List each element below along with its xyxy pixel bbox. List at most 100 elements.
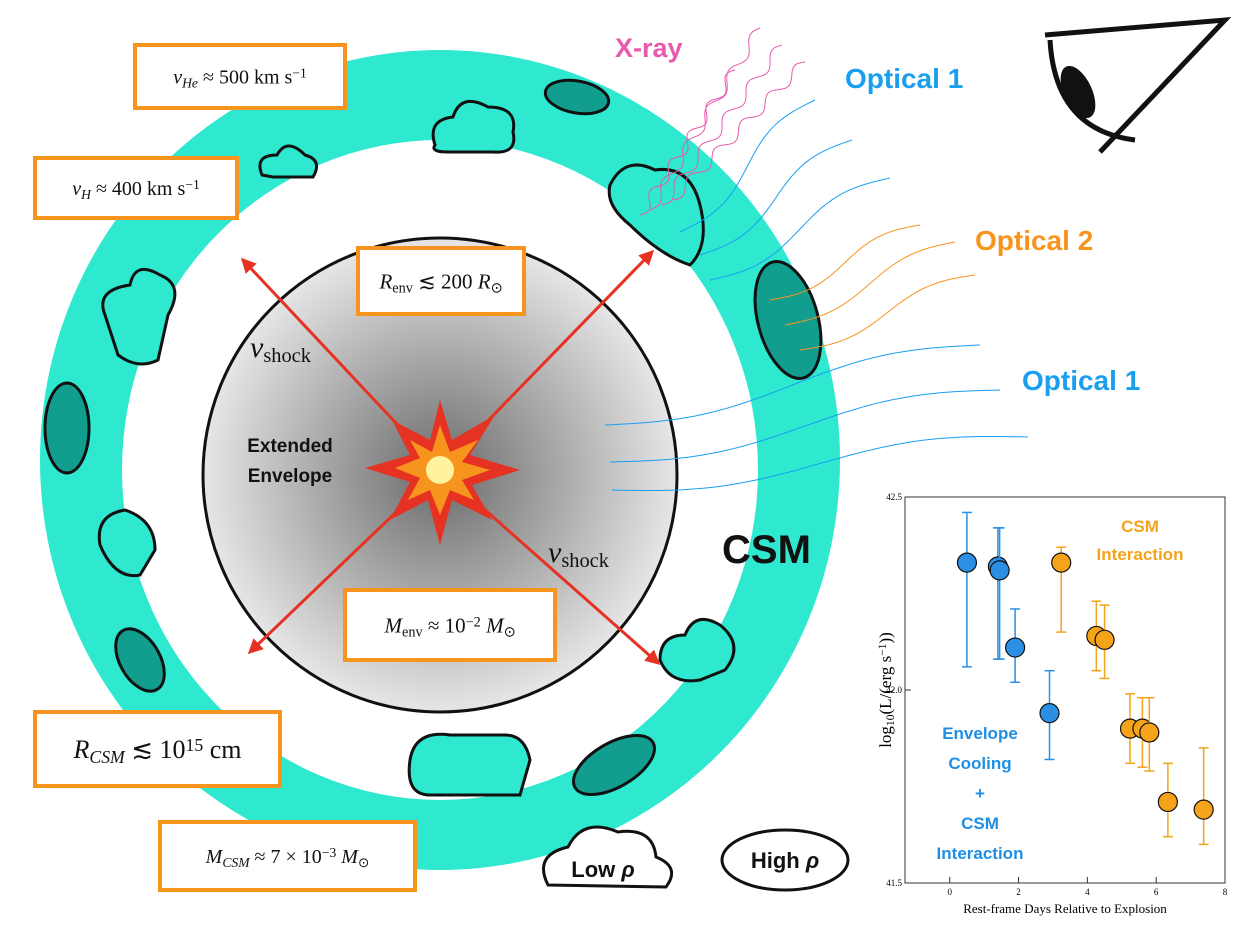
chart-annotation: Interaction: [1097, 545, 1184, 564]
text-part: log: [876, 726, 895, 748]
text-part: env: [392, 280, 413, 296]
legend-cloud: [542, 825, 674, 889]
light-arrow: [699, 139, 853, 256]
data-point: [989, 560, 1010, 581]
parameter-text: vH ≈ 400 km s−1: [72, 177, 200, 201]
chart-annotation: Interaction: [937, 844, 1024, 863]
text-part: ≈ 7 × 10: [250, 846, 322, 868]
text-part: R: [477, 269, 491, 293]
data-point: [1005, 637, 1026, 658]
explosion: [365, 400, 520, 545]
csm-clumps: [43, 78, 823, 797]
text-part: ρ: [805, 848, 819, 873]
text-part: −2: [466, 615, 481, 631]
text-part: ≈ 400 km s: [91, 178, 186, 200]
text-part: shock: [263, 345, 311, 367]
text-part: H: [80, 187, 92, 202]
text-part: (L/(erg s: [876, 656, 895, 715]
y-tick-label: 42.5: [886, 492, 902, 502]
text-part: R: [378, 269, 392, 293]
light-arrow: [769, 224, 921, 301]
data-point: [1157, 791, 1178, 813]
data-point: [956, 552, 978, 573]
x-axis-label: Rest-frame Days Relative to Explosion: [963, 901, 1167, 916]
light-arrow: [609, 389, 1001, 463]
data-point: [1051, 552, 1072, 573]
light-arrow: [604, 344, 981, 426]
light-arrow: [679, 99, 816, 233]
text-part: ⊙: [504, 624, 516, 640]
parameter-box: [343, 588, 557, 662]
y-tick-label: 41.5: [886, 878, 902, 888]
text-part: M: [481, 613, 505, 637]
text-part: M: [383, 613, 403, 637]
parameter-box: [356, 246, 526, 316]
text-part: −1: [185, 177, 199, 192]
light-arrow: [799, 274, 976, 351]
chart-annotation: Cooling: [948, 754, 1011, 773]
optical-label: Optical 1: [1022, 365, 1140, 396]
light-arrow: [784, 241, 956, 326]
text-part: env: [402, 624, 423, 640]
envelope-label: Extended: [247, 436, 333, 457]
parameter-text: Renv ≲ 200 R⊙: [378, 269, 502, 296]
text-part: CSM: [89, 747, 126, 767]
text-part: ⊙: [491, 280, 503, 296]
legend-label: Low ρ: [571, 857, 634, 882]
text-part: −1: [876, 643, 889, 656]
data-point: [1039, 703, 1060, 724]
optical-label: Optical 1: [845, 63, 963, 94]
text-part: −3: [322, 845, 337, 860]
text-part: ≈ 500 km s: [198, 67, 293, 89]
text-part: −1: [292, 66, 306, 81]
parameter-text: vHe ≈ 500 km s−1: [173, 66, 307, 90]
optical-label: Optical 2: [975, 225, 1093, 256]
text-part: M: [336, 846, 359, 868]
parameter-box: [133, 43, 347, 110]
chart-annotation: Envelope: [942, 724, 1018, 743]
text-part: CSM: [222, 855, 250, 870]
x-tick-label: 2: [1016, 887, 1021, 897]
observer: [1044, 16, 1232, 154]
text-part: shock: [561, 550, 609, 572]
text-part: R: [73, 735, 90, 764]
shock-label: vshock: [548, 536, 610, 572]
legend-ellipse: [720, 828, 850, 892]
data-point: [1193, 799, 1214, 820]
text-part: 10: [884, 714, 897, 726]
x-tick-label: 4: [1085, 887, 1090, 897]
x-tick-label: 0: [947, 887, 952, 897]
legend-label: High ρ: [751, 848, 819, 873]
parameter-text: MCSM ≈ 7 × 10−3 M⊙: [205, 845, 370, 869]
light-arrow: [611, 436, 1029, 491]
light-arrow: [709, 177, 891, 281]
text-part: v: [548, 536, 562, 569]
text-part: 15: [186, 735, 204, 755]
text-part: ≲ 200: [413, 269, 478, 293]
parameter-box: [158, 820, 417, 892]
chart-annotation: +: [975, 784, 985, 803]
light-arrow: [639, 69, 736, 216]
csm-label: CSM: [722, 528, 811, 572]
text-part: ρ: [620, 857, 634, 882]
text-part: cm: [203, 735, 241, 764]
parameter-box: [33, 710, 282, 788]
text-part: )): [876, 632, 895, 643]
y-tick-label: 42.0: [886, 685, 902, 695]
text-part: M: [205, 846, 224, 868]
light-arrow: [661, 44, 783, 206]
text-part: He: [181, 75, 198, 90]
y-axis-label: log10(L/(erg s−1)): [876, 632, 897, 748]
text-part: ≲ 10: [125, 735, 186, 764]
text-part: v: [250, 331, 264, 364]
light-arrow: [671, 61, 806, 201]
data-point: [1094, 629, 1115, 650]
light-arrow: [649, 27, 761, 211]
text-part: Low: [571, 857, 621, 882]
parameter-text: RCSM ≲ 1015 cm: [73, 735, 242, 767]
text-part: ⊙: [358, 855, 369, 870]
x-tick-label: 6: [1154, 887, 1159, 897]
text-part: High: [751, 848, 806, 873]
